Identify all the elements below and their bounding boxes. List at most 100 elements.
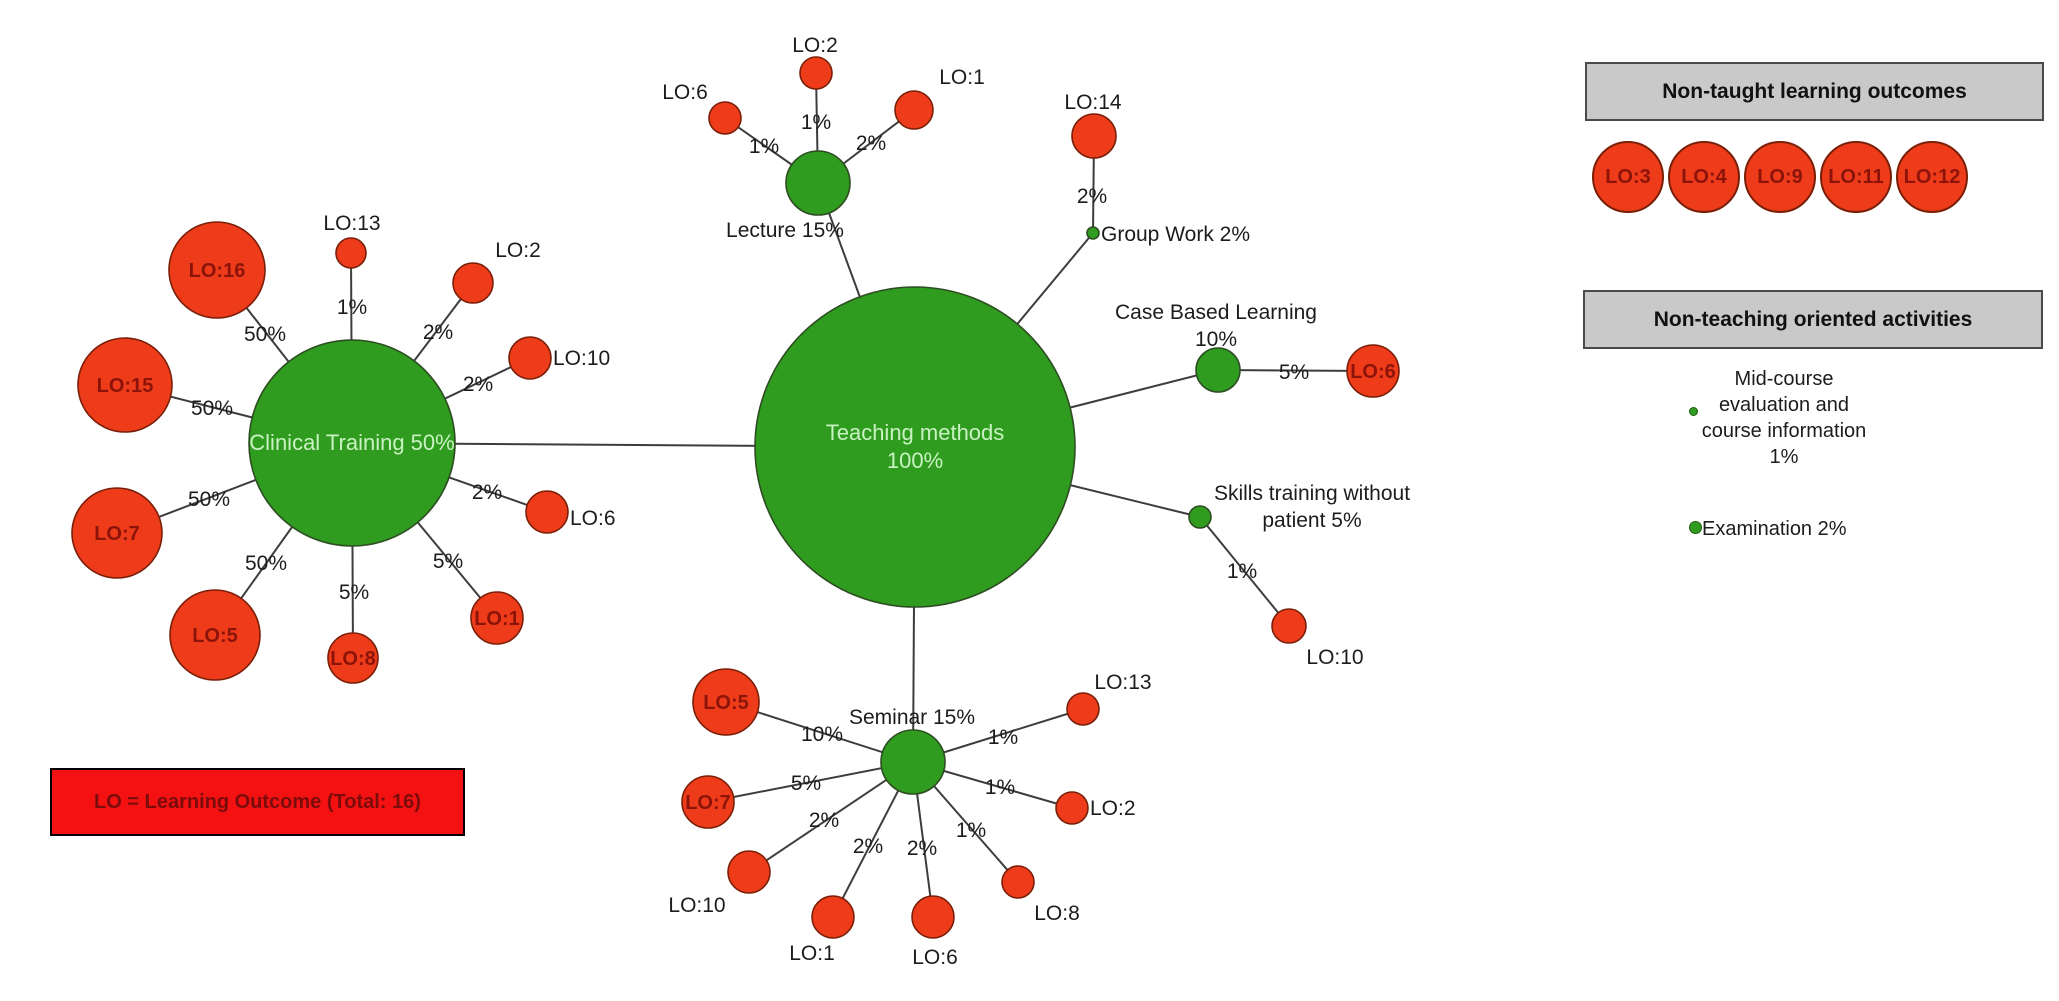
node-label-c13: LO:13 <box>323 212 380 235</box>
edge-label-clinical-c13: 1% <box>337 296 367 319</box>
node-c5 <box>169 589 261 681</box>
non-taught-outcomes-row: LO:3 LO:4 LO:9 LO:11 LO:12 <box>1592 141 1968 213</box>
node-label-c16: LO:16 <box>189 260 246 282</box>
non-taught-header: Non-taught learning outcomes <box>1585 62 2044 121</box>
mid-course-evaluation-line: course information <box>1701 420 1867 442</box>
examination-activity-label: Examination 2% <box>1702 516 1847 542</box>
node-label-g14: LO:14 <box>1064 91 1122 114</box>
edge-label-lecture-l6: 1% <box>749 135 779 158</box>
node-m7 <box>681 775 735 829</box>
edge-skills-s10 <box>1199 516 1290 627</box>
edge-seminar-m10 <box>748 761 914 873</box>
mid-course-dot <box>1689 407 1698 416</box>
node-l1 <box>894 90 934 130</box>
edge-label-seminar-m7: 5% <box>791 772 821 795</box>
node-label-c7: LO:7 <box>94 523 140 545</box>
edge-label-lecture-l2: 1% <box>801 111 831 134</box>
non-teaching-header: Non-teaching oriented activities <box>1583 290 2043 349</box>
non-taught-title: Non-taught learning outcomes <box>1662 79 1967 103</box>
node-m13 <box>1066 692 1100 726</box>
node-label-l2: LO:2 <box>792 34 838 57</box>
node-label-skills: Skills training without patient 5% <box>1214 482 1410 532</box>
edge-label-seminar-m6: 2% <box>907 837 937 860</box>
node-c1 <box>470 591 524 645</box>
node-label-lecture: Lecture 15% <box>726 219 844 242</box>
node-label-c1: LO:1 <box>474 608 520 630</box>
node-lecture <box>785 150 851 216</box>
node-label-m7: LO:7 <box>685 792 731 814</box>
edge-label-seminar-m1: 2% <box>853 835 883 858</box>
edge-label-clinical-c6: 2% <box>472 481 502 504</box>
edge-label-clinical-c2: 2% <box>423 321 453 344</box>
node-c15 <box>77 337 173 433</box>
node-l6 <box>708 101 742 135</box>
examination-dot <box>1689 521 1702 534</box>
node-label-c10: LO:10 <box>553 347 610 370</box>
mid-course-activity-label: Mid-course evaluation and course informati… <box>1664 366 1904 470</box>
node-label-l6: LO:6 <box>662 81 708 104</box>
node-label-m5: LO:5 <box>703 692 749 714</box>
edge-label-seminar-m2: 1% <box>985 776 1015 799</box>
node-c10 <box>508 336 552 380</box>
node-label-c15: LO:15 <box>97 375 154 397</box>
node-label-b6: LO:6 <box>1350 361 1396 383</box>
legend-label: LO = Learning Outcome (Total: 16) <box>94 790 421 813</box>
edge-label-seminar-m5: 10% <box>801 723 843 746</box>
node-label-m10: LO:10 <box>668 894 725 917</box>
non-taught-outcome-lo-3: LO:3 <box>1592 141 1664 213</box>
node-g14 <box>1071 113 1117 159</box>
node-label-l1: LO:1 <box>939 66 985 89</box>
edge-label-clinical-c8: 5% <box>339 581 369 604</box>
node-seminar <box>880 729 946 795</box>
node-groupwork <box>1086 226 1100 240</box>
edge-label-clinical-c16: 50% <box>244 323 286 346</box>
non-taught-outcome-lo-12: LO:12 <box>1896 141 1968 213</box>
node-label-teaching: Teaching methods 100% <box>826 420 1005 473</box>
node-label-m1: LO:1 <box>789 942 835 965</box>
edge-label-clinical-c10: 2% <box>463 373 493 396</box>
mid-course-evaluation-line: Mid-course <box>1734 368 1834 390</box>
node-label-m13: LO:13 <box>1094 671 1151 694</box>
edge-label-clinical-c15: 50% <box>191 397 233 420</box>
node-label-c6: LO:6 <box>570 507 616 530</box>
edge-label-groupwork-g14: 2% <box>1077 185 1107 208</box>
edge-label-clinical-c1: 5% <box>433 550 463 573</box>
node-label-m6: LO:6 <box>912 946 958 969</box>
node-skills <box>1188 505 1212 529</box>
node-m2 <box>1055 791 1089 825</box>
edge-label-seminar-m13: 1% <box>988 726 1018 749</box>
node-m10 <box>727 850 771 894</box>
node-c13 <box>335 237 367 269</box>
node-label-groupwork: Group Work 2% <box>1101 223 1250 246</box>
non-teaching-title: Non-teaching oriented activities <box>1653 307 1973 331</box>
node-label-c2: LO:2 <box>495 239 541 262</box>
edge-label-seminar-m8: 1% <box>956 819 986 842</box>
edge-seminar-m7 <box>707 761 914 803</box>
node-l2 <box>799 56 833 90</box>
node-label-c8: LO:8 <box>330 648 376 670</box>
non-taught-outcome-lo-11: LO:11 <box>1820 141 1892 213</box>
node-m5 <box>692 668 760 736</box>
edge-label-seminar-m10: 2% <box>809 809 839 832</box>
non-taught-outcome-lo-9: LO:9 <box>1744 141 1816 213</box>
node-c7 <box>71 487 163 579</box>
legend-box: LO = Learning Outcome (Total: 16) <box>50 768 465 836</box>
node-clinical <box>248 339 456 547</box>
node-c8 <box>327 632 379 684</box>
node-label-clinical: Clinical Training 50% <box>249 430 454 455</box>
node-label-seminar: Seminar 15% <box>849 706 975 729</box>
node-cbl <box>1195 347 1241 393</box>
node-teaching <box>754 286 1076 608</box>
mid-course-evaluation-line: 1% <box>1769 446 1799 468</box>
edge-label-cbl-b6: 5% <box>1279 361 1309 384</box>
node-c2 <box>452 262 494 304</box>
node-m1 <box>811 895 855 939</box>
node-label-s10: LO:10 <box>1306 646 1363 669</box>
mid-course-evaluation-line: evaluation and <box>1718 394 1850 416</box>
node-c16 <box>168 221 266 319</box>
examination-line: Examination 2% <box>1702 518 1847 540</box>
node-c6 <box>525 490 569 534</box>
node-s10 <box>1271 608 1307 644</box>
